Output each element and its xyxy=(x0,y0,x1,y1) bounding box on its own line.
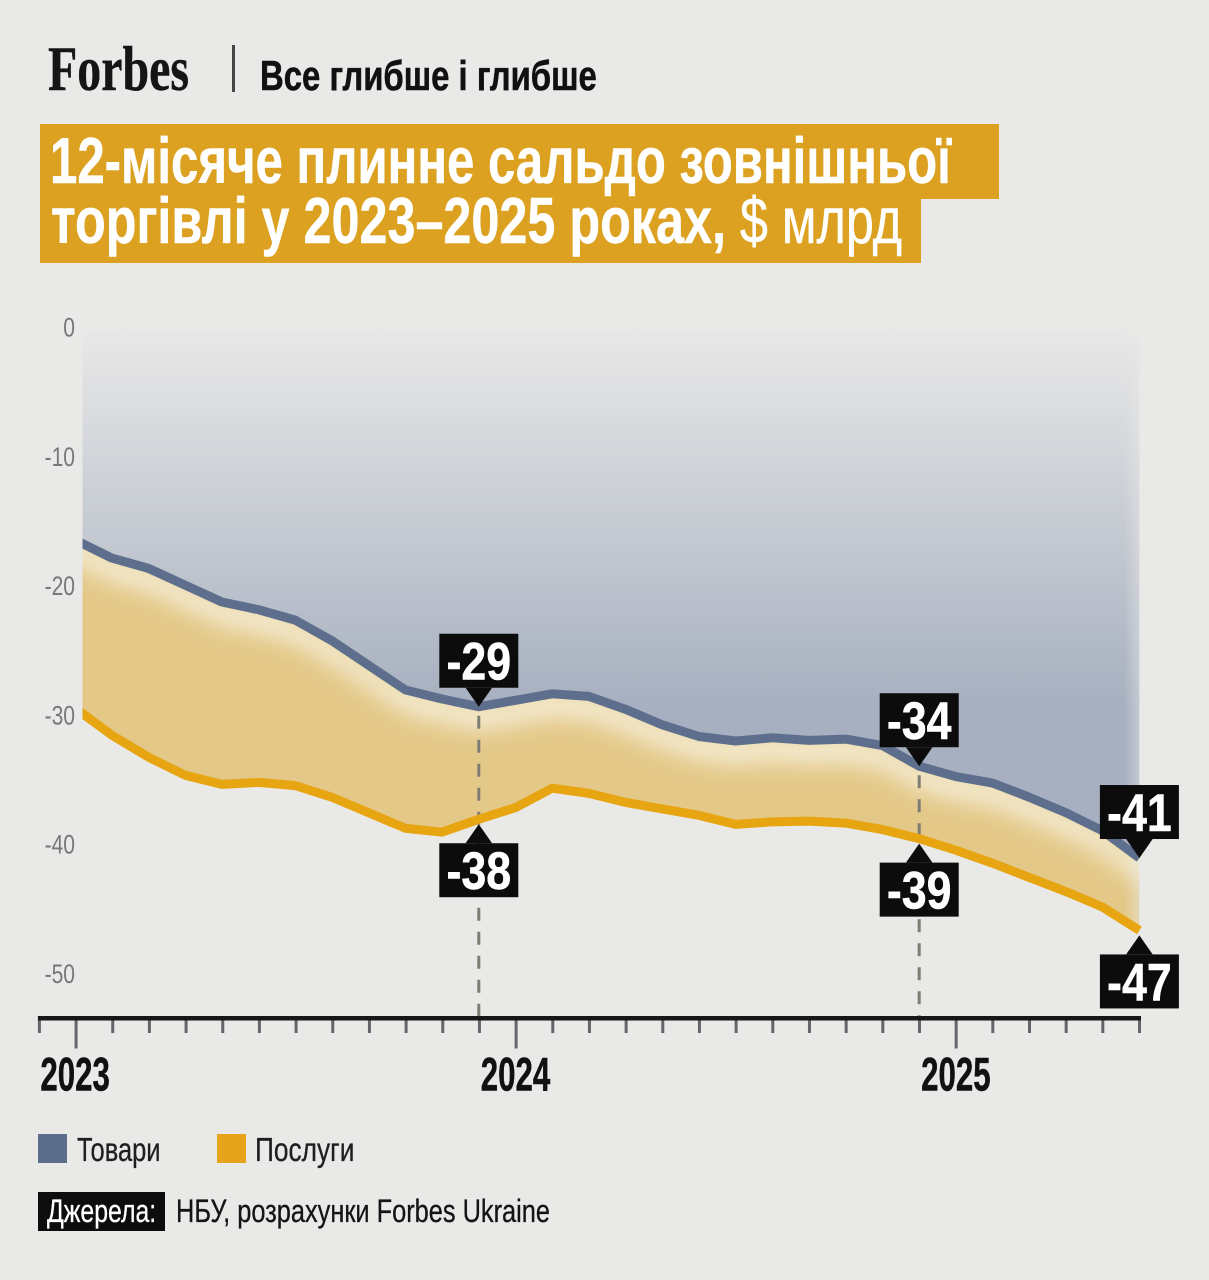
source-badge-text: Джерела: xyxy=(47,1193,157,1229)
y-axis-label: -40 xyxy=(45,830,75,860)
source-text: НБУ, розрахунки Forbes Ukraine xyxy=(176,1193,550,1229)
goods-area-fill xyxy=(82,330,1140,859)
chart-title-line2-unit: $ млрд xyxy=(726,184,903,257)
flag-value-label: -29 xyxy=(446,633,511,692)
flag-value-label: -47 xyxy=(1107,953,1172,1012)
y-axis-label: -30 xyxy=(45,700,75,730)
annotation-flag--38: -38 xyxy=(439,824,519,901)
x-axis-year-label: 2024 xyxy=(481,1048,551,1101)
annotation-flag--29: -29 xyxy=(439,632,519,707)
annotation-flag--47: -47 xyxy=(1099,935,1179,1013)
flag-value-label: -39 xyxy=(887,862,952,921)
source-badge: Джерела: xyxy=(38,1192,165,1231)
annotation-flag--41: -41 xyxy=(1099,784,1179,859)
annotation-flag--34: -34 xyxy=(879,692,959,767)
goods-swatch xyxy=(38,1134,67,1163)
forbes-logo: Forbes xyxy=(48,34,189,104)
flag-value-label: -41 xyxy=(1107,784,1172,843)
annotation-flag--39: -39 xyxy=(879,843,959,921)
services-area-fill xyxy=(82,539,1140,931)
goods-label: Товари xyxy=(76,1131,160,1168)
y-axis-label: -10 xyxy=(45,442,75,472)
chart-title-line2: торгівлі у 2023–2025 роках, $ млрд xyxy=(40,188,922,263)
header-tagline: Все глибше і глибше xyxy=(260,51,597,99)
right-edge-fade xyxy=(1122,330,1141,1016)
flag-value-label: -34 xyxy=(887,692,952,751)
goods-line xyxy=(82,538,1142,862)
plot-area xyxy=(82,330,1142,1016)
y-axis-label: 0 xyxy=(63,313,75,343)
x-axis-year-label: 2025 xyxy=(921,1048,991,1101)
services-swatch xyxy=(216,1134,246,1163)
chart-title-line1: 12-місяче плинне сальдо зовнішньої xyxy=(40,124,999,200)
y-axis-label: -20 xyxy=(45,571,75,601)
chart-title-line1-text: 12-місяче плинне сальдо зовнішньої xyxy=(49,124,951,197)
services-line xyxy=(82,707,1142,935)
y-axis-label: -50 xyxy=(45,959,75,989)
services-label: Послуги xyxy=(254,1131,355,1168)
chart-title-line2-bold: торгівлі у 2023–2025 роках, xyxy=(51,184,727,257)
x-axis-year-label: 2023 xyxy=(40,1048,110,1101)
flag-value-label: -38 xyxy=(446,842,511,901)
chart-title-line2-text: торгівлі у 2023–2025 роках, $ млрд xyxy=(51,188,902,253)
x-axis-line xyxy=(37,1016,1141,1021)
header-separator xyxy=(232,45,235,92)
